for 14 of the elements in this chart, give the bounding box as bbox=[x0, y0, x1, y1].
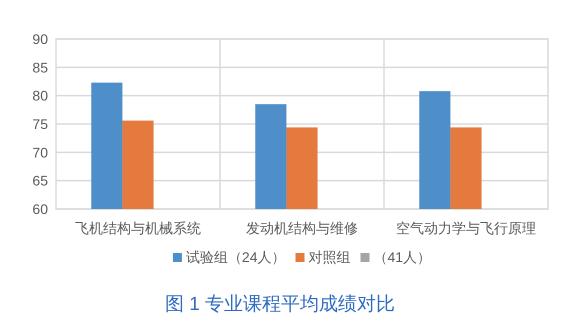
y-tick-label: 75 bbox=[32, 116, 48, 132]
x-tick-label: 飞机结构与机械系统 bbox=[75, 220, 201, 236]
y-tick-label: 80 bbox=[32, 88, 48, 104]
x-tick-label: 发动机结构与维修 bbox=[246, 220, 358, 236]
y-tick-label: 90 bbox=[32, 31, 48, 47]
legend-label: 试验组（24人） bbox=[186, 249, 286, 265]
legend-label: （41人） bbox=[374, 249, 432, 265]
x-tick-label: 空气动力学与飞行原理 bbox=[396, 220, 536, 236]
legend-label: 对照组 bbox=[308, 249, 350, 265]
text: 图 1 专业课程平均成绩对比 bbox=[164, 294, 396, 315]
y-tick-label: 65 bbox=[32, 172, 48, 189]
y-tick-label: 60 bbox=[32, 201, 48, 217]
y-tick-label: 70 bbox=[32, 144, 48, 160]
y-tick-label: 85 bbox=[32, 59, 48, 76]
